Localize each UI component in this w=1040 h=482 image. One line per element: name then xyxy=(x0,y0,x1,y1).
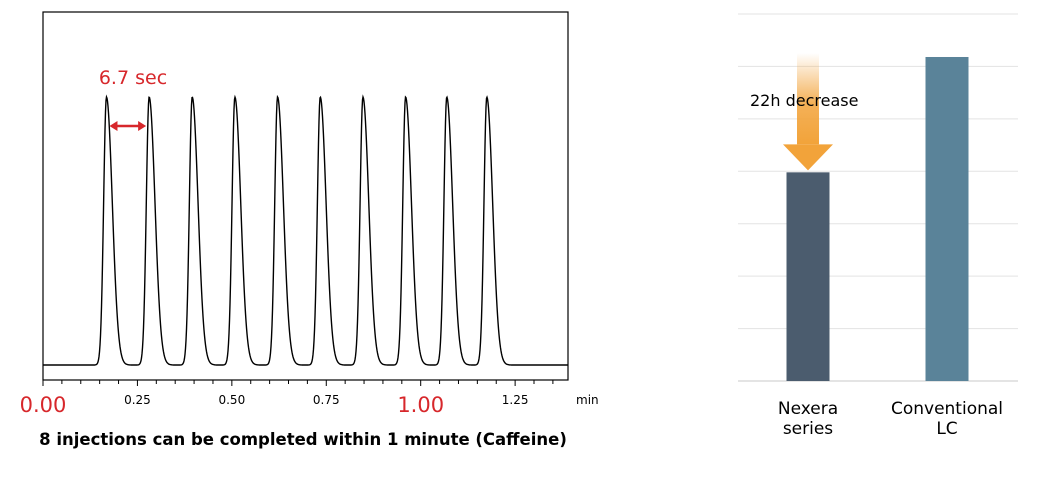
x-tick-label: 0.50 xyxy=(218,393,245,407)
category-label: Conventional LC xyxy=(891,399,1003,439)
annotation-label: 6.7 sec xyxy=(99,67,167,89)
decrease-arrow-icon xyxy=(783,52,833,171)
x-tick-label: 0.75 xyxy=(313,393,340,407)
bars xyxy=(786,56,969,382)
x-axis: 0.00 0.25 0.50 0.75 1.00 1.25 xyxy=(20,380,554,417)
bar-1 xyxy=(786,172,830,381)
category-labels: Nexera series Conventional LC xyxy=(778,399,1003,439)
category-label: Nexera series xyxy=(778,399,838,439)
x-tick-label: 1.00 xyxy=(397,393,444,417)
x-tick-label: 1.25 xyxy=(502,393,529,407)
arrow-head-right xyxy=(138,121,147,131)
peak-interval-arrow xyxy=(109,121,147,131)
plot-frame xyxy=(42,11,569,381)
chromatogram-chart: 0.00 0.25 0.50 0.75 1.00 1.25 6.7 sec min 8 i… xyxy=(20,11,599,449)
x-tick-label: 0.00 xyxy=(20,393,67,417)
arrow-head-left xyxy=(109,121,118,131)
x-axis-label: min xyxy=(576,393,599,407)
x-tick-label: 0.25 xyxy=(124,393,151,407)
gridlines xyxy=(738,13,1018,382)
bar-chart: 22h decrease Nexera series Conventional LC xyxy=(738,13,1018,439)
arrow-shaft xyxy=(797,52,819,145)
decrease-label: 22h decrease xyxy=(750,91,858,110)
bar-2 xyxy=(925,56,969,382)
arrow-head xyxy=(783,144,833,171)
chromatogram-trace xyxy=(43,94,568,366)
chart-caption: 8 injections can be completed within 1 m… xyxy=(39,430,567,449)
